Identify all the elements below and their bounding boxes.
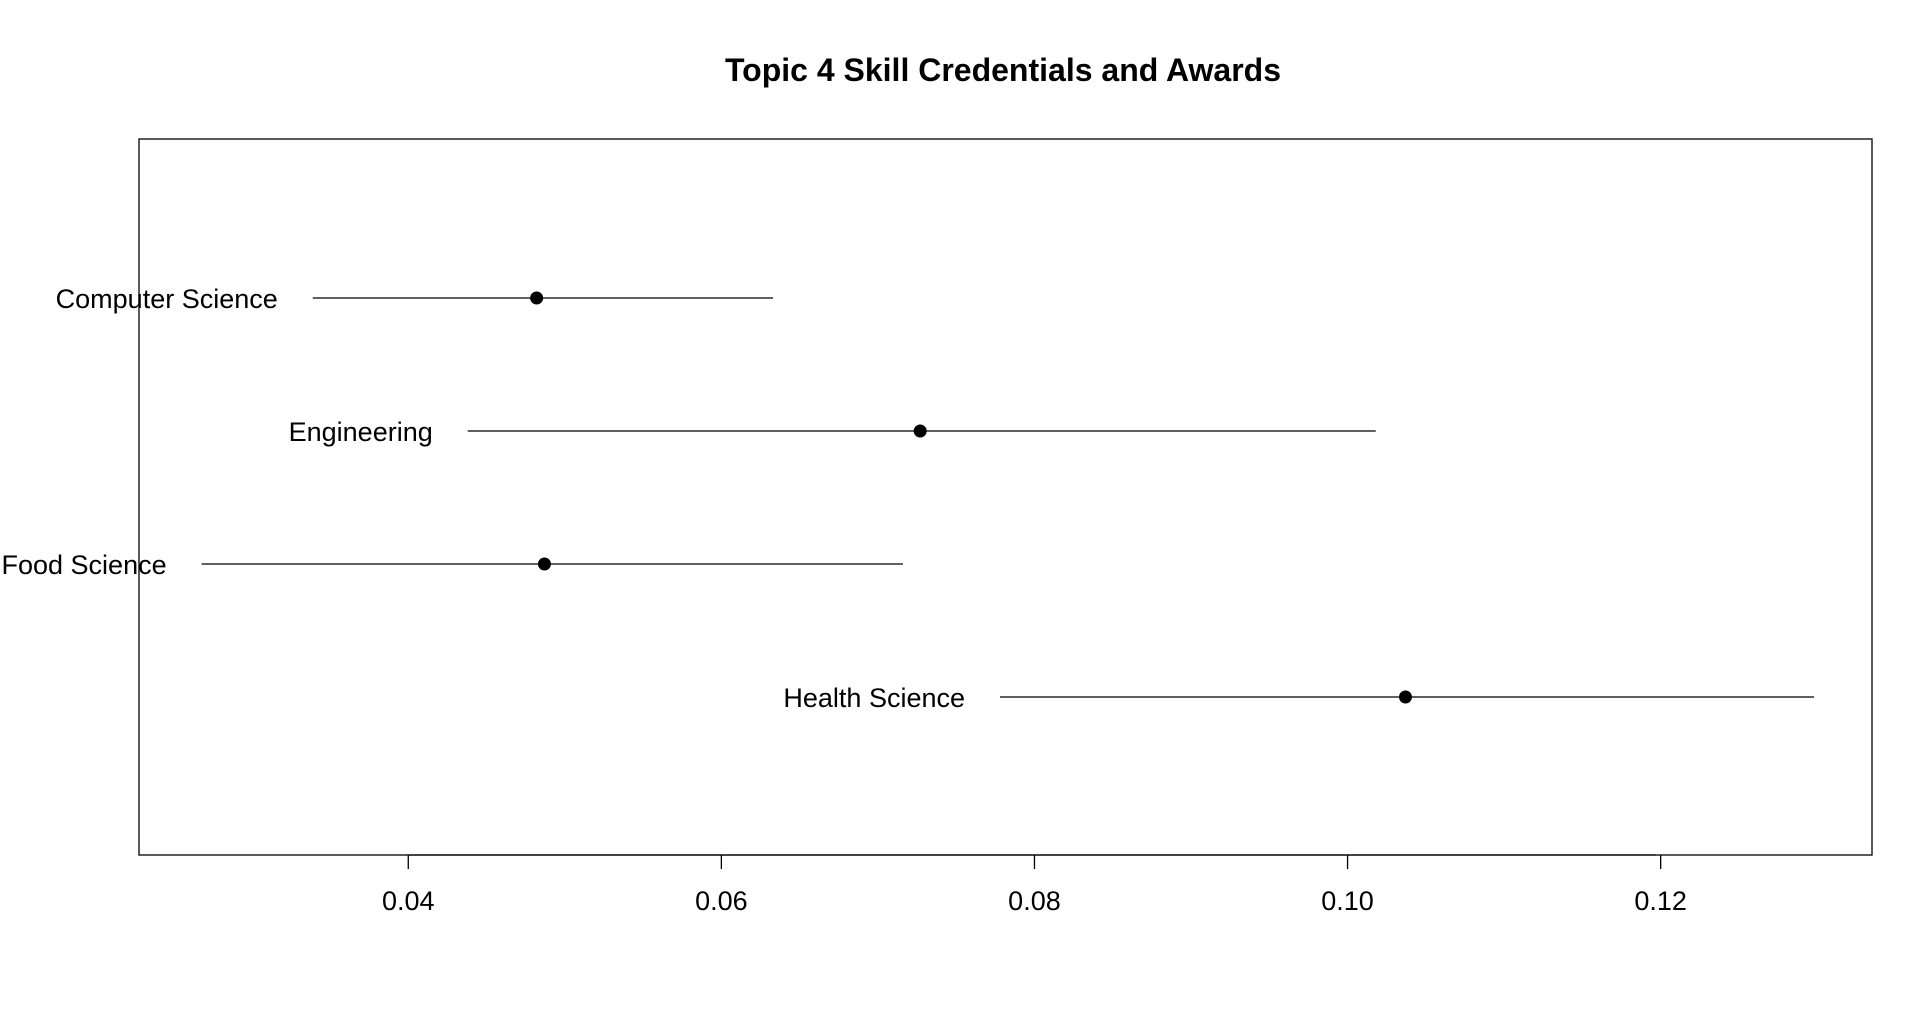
x-tick-label-3: 0.10 [1321,886,1374,916]
point-marker-0 [530,291,544,305]
point-group-3: Health Science [783,683,1815,713]
x-tick-label-0: 0.04 [382,886,435,916]
category-label-0: Computer Science [56,284,278,314]
category-label-1: Engineering [289,417,433,447]
point-marker-3 [1398,690,1412,704]
point-group-2: Food Science [2,550,903,580]
plot-frame [138,138,1873,856]
category-label-3: Health Science [783,683,965,713]
x-axis-ticks: 0.04 0.06 0.08 0.10 0.12 [382,855,1687,916]
point-marker-1 [913,424,927,438]
chart-marks: Computer Science Engineering Food Science H… [2,284,1815,713]
point-group-1: Engineering [289,417,1376,447]
category-label-2: Food Science [2,550,167,580]
x-tick-label-4: 0.12 [1634,886,1687,916]
x-tick-label-2: 0.08 [1008,886,1061,916]
x-tick-label-1: 0.06 [695,886,748,916]
point-group-0: Computer Science [56,284,774,314]
chart-title: Topic 4 Skill Credentials and Awards [725,52,1281,88]
point-marker-2 [537,557,551,571]
